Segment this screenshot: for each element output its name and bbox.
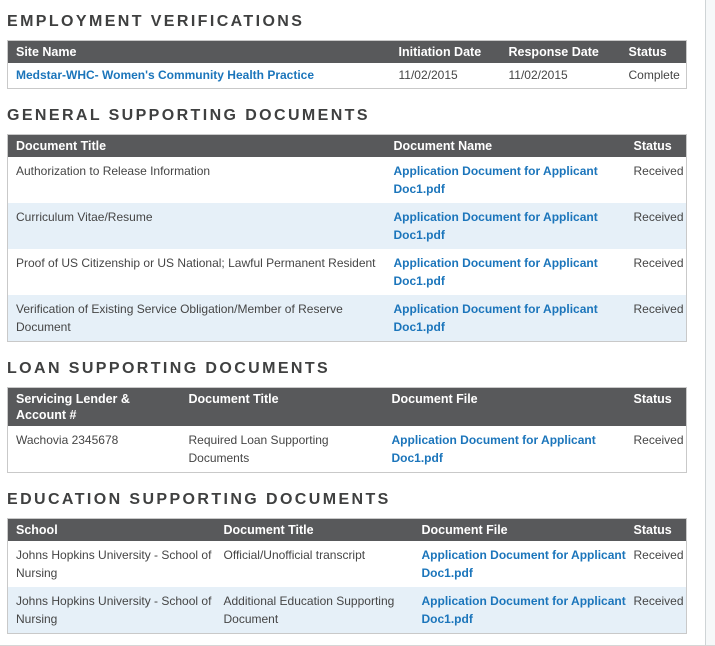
document-name-cell: Application Document for Applicant Doc1.p… — [386, 157, 626, 203]
column-header-status: Status — [620, 40, 687, 63]
document-link[interactable]: Application Document for Applicant Doc1.p… — [391, 433, 596, 465]
document-title-cell: Official/Unofficial transcript — [223, 548, 366, 562]
column-header-status: Status — [625, 387, 687, 426]
employment-verifications-table: Site Name Initiation Date Response Date … — [7, 40, 687, 89]
column-header-document-title: Document Title — [180, 387, 384, 426]
document-title-cell: Curriculum Vitae/Resume — [7, 203, 386, 249]
document-title-cell: Authorization to Release Information — [16, 164, 211, 178]
table-header-row: School Document Title Document File Stat… — [7, 518, 687, 541]
status-cell: Received — [633, 164, 684, 178]
document-link[interactable]: Application Document for Applicant Doc1.p… — [421, 594, 626, 626]
table-row: Wachovia 2345678 Required Loan Supportin… — [8, 426, 687, 473]
section-title-education-supporting-documents: EDUCATION SUPPORTING DOCUMENTS — [7, 491, 391, 508]
servicing-lender-cell: Wachovia 2345678 — [16, 433, 119, 447]
section-title-general-supporting-documents: GENERAL SUPPORTING DOCUMENTS — [7, 107, 370, 124]
column-header-document-title: Document Title — [7, 134, 386, 157]
column-header-document-name: Document Name — [385, 134, 626, 157]
table-row: Curriculum Vitae/Resume Application Docu… — [7, 203, 687, 249]
status-cell: Received — [633, 433, 684, 447]
table-row: Johns Hopkins University - School of Nurs… — [8, 541, 687, 587]
status-cell: Complete — [628, 68, 680, 82]
status-cell: Received — [625, 203, 687, 249]
section-title-employment-verifications: EMPLOYMENT VERIFICATIONS — [7, 13, 305, 30]
education-supporting-documents-table: School Document Title Document File Stat… — [7, 518, 687, 634]
table-header-row: Document Title Document Name Status — [7, 134, 687, 157]
site-name-cell: Medstar-WHC- Women's Community Health Pr… — [8, 63, 391, 89]
table-row: Proof of US Citizenship or US National; … — [8, 249, 687, 295]
document-name-cell: Application Document for Applicant Doc1.p… — [385, 295, 626, 342]
document-link[interactable]: Application Document for Applicant Doc1.p… — [393, 256, 598, 288]
column-header-status: Status — [625, 518, 687, 541]
general-supporting-documents-table: Document Title Document Name Status Auth… — [7, 134, 687, 342]
column-header-document-file: Document File — [413, 518, 626, 541]
document-file-cell: Application Document for Applicant Doc1.p… — [384, 426, 626, 473]
document-file-cell: Application Document for Applicant Doc1.p… — [413, 587, 626, 634]
content-right-border — [705, 0, 715, 645]
document-title-cell: Additional Education Supporting Document — [215, 587, 414, 634]
column-header-school: School — [7, 518, 216, 541]
response-date-cell: 11/02/2015 — [508, 68, 568, 82]
document-link[interactable]: Application Document for Applicant Doc1.p… — [393, 164, 598, 196]
status-cell: Received — [633, 256, 684, 270]
column-header-initiation-date: Initiation Date — [390, 40, 501, 63]
document-link[interactable]: Application Document for Applicant Doc1.p… — [393, 210, 598, 242]
column-header-document-title: Document Title — [215, 518, 414, 541]
document-name-cell: Application Document for Applicant Doc1.p… — [385, 203, 626, 249]
table-row: Medstar-WHC- Women's Community Health Pr… — [8, 63, 687, 89]
document-link[interactable]: Application Document for Applicant Doc1.p… — [393, 302, 598, 334]
site-name-link[interactable]: Medstar-WHC- Women's Community Health Pr… — [16, 68, 315, 82]
status-cell: Received — [625, 587, 687, 634]
initiation-date-cell: 11/02/2015 — [398, 68, 458, 82]
status-cell: Received — [625, 295, 687, 342]
document-link[interactable]: Application Document for Applicant Doc1.p… — [421, 548, 626, 580]
section-title-loan-supporting-documents: LOAN SUPPORTING DOCUMENTS — [7, 360, 331, 377]
document-name-cell: Application Document for Applicant Doc1.p… — [386, 249, 626, 295]
column-header-document-file: Document File — [383, 387, 626, 426]
table-row: Authorization to Release Information App… — [8, 157, 687, 203]
document-title-cell: Proof of US Citizenship or US National; … — [16, 256, 376, 270]
school-cell: Johns Hopkins University - School of Nurs… — [7, 587, 216, 634]
table-row: Verification of Existing Service Obligat… — [7, 295, 687, 342]
document-file-cell: Application Document for Applicant Doc1.p… — [414, 541, 626, 587]
column-header-response-date: Response Date — [500, 40, 621, 63]
column-header-status: Status — [625, 134, 687, 157]
column-header-site-name: Site Name — [7, 40, 391, 63]
status-cell: Received — [633, 548, 684, 562]
school-cell: Johns Hopkins University - School of Nurs… — [16, 548, 212, 580]
document-title-cell: Required Loan Supporting Documents — [188, 433, 329, 465]
column-header-servicing-lender: Servicing Lender & Account # — [7, 387, 181, 426]
loan-supporting-documents-table: Servicing Lender & Account # Document Ti… — [7, 387, 687, 473]
table-header-row: Site Name Initiation Date Response Date … — [7, 40, 687, 63]
table-row: Johns Hopkins University - School of Nurs… — [7, 587, 687, 634]
table-header-row: Servicing Lender & Account # Document Ti… — [7, 387, 687, 426]
document-title-cell: Verification of Existing Service Obligat… — [7, 295, 386, 342]
page-content: EMPLOYMENT VERIFICATIONS Site Name Initi… — [7, 13, 687, 634]
